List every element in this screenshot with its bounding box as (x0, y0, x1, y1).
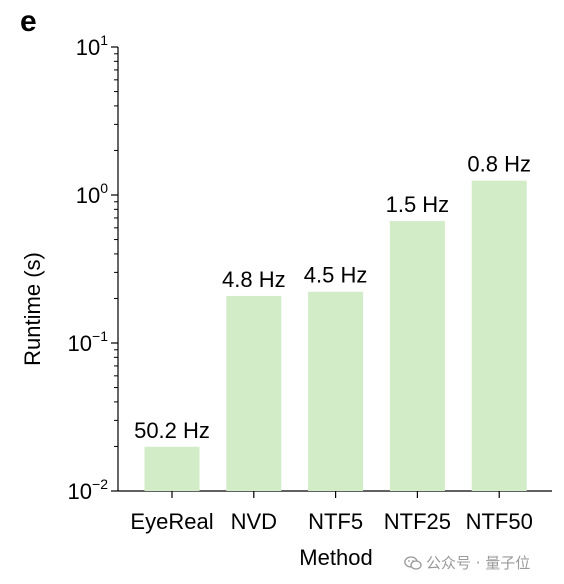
y-tick-label: 10−1 (68, 328, 109, 356)
x-tick-label: NTF50 (466, 509, 533, 534)
y-tick-label: 10−2 (68, 476, 109, 504)
y-tick-label: 100 (76, 180, 108, 208)
bar-eyereal (144, 446, 200, 491)
watermark-text: 公众号 · 量子位 (426, 554, 531, 572)
bar-nvd (226, 295, 282, 491)
bar-ntf25 (389, 221, 445, 492)
panel-label: e (20, 5, 37, 38)
x-tick-label: NTF5 (308, 509, 363, 534)
data-label: 1.5 Hz (386, 192, 450, 217)
bar-ntf5 (308, 291, 364, 491)
data-label: 50.2 Hz (134, 418, 210, 443)
data-label: 0.8 Hz (467, 152, 531, 177)
x-tick-label: NVD (231, 509, 277, 534)
x-axis: EyeReal NVD NTF5 NTF25 NTF50 (118, 490, 552, 534)
x-tick-label: EyeReal (130, 509, 213, 534)
y-axis-label: Runtime (s) (20, 252, 45, 366)
bars-group (144, 180, 527, 492)
data-labels-group: 50.2 Hz 4.8 Hz 4.5 Hz 1.5 Hz 0.8 Hz (134, 152, 531, 443)
watermark: 公众号 · 量子位 (404, 552, 530, 573)
x-axis-label: Method (299, 545, 372, 570)
data-label: 4.5 Hz (304, 263, 368, 288)
data-label: 4.8 Hz (222, 267, 286, 292)
bar-ntf50 (471, 180, 527, 491)
wechat-icon (404, 555, 422, 570)
y-tick-label: 101 (76, 32, 108, 60)
x-tick-label: NTF25 (384, 509, 451, 534)
y-axis: 10−2 10−1 100 101 (68, 32, 119, 504)
